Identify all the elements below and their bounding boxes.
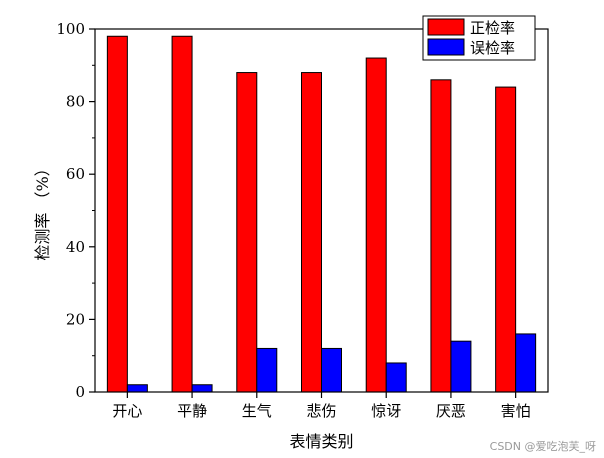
y-tick-label: 100 xyxy=(56,20,85,38)
y-tick-label: 20 xyxy=(66,310,85,328)
y-tick-label: 60 xyxy=(66,165,85,183)
legend-swatch-series1 xyxy=(427,18,465,36)
bar-series2-6 xyxy=(515,333,537,393)
y-tick-label: 80 xyxy=(66,93,85,111)
x-tick-label: 害怕 xyxy=(501,402,531,420)
x-tick-label: 惊讶 xyxy=(371,402,401,420)
bar-series1-4 xyxy=(365,57,387,393)
x-tick-label: 平静 xyxy=(177,402,207,420)
bar-series1-1 xyxy=(171,35,193,393)
x-tick-label: 悲伤 xyxy=(306,402,336,420)
x-axis-title: 表情类别 xyxy=(289,432,353,451)
bar-series1-5 xyxy=(430,79,452,393)
bar-series2-0 xyxy=(126,384,148,393)
bar-series1-2 xyxy=(236,72,258,393)
bar-series2-3 xyxy=(321,347,342,393)
watermark: CSDN @爱吃泡芙_呀 xyxy=(489,440,596,453)
y-tick-label: 40 xyxy=(66,238,85,256)
bars-layer xyxy=(106,35,537,393)
legend-label-series2: 误检率 xyxy=(470,39,515,57)
bar-series2-1 xyxy=(191,384,213,393)
bar-series1-3 xyxy=(301,72,322,393)
x-tick-label: 开心 xyxy=(112,402,142,420)
bar-series2-4 xyxy=(385,362,407,393)
x-tick-label: 生气 xyxy=(242,402,272,420)
y-tick-label: 0 xyxy=(75,383,85,401)
bar-series2-2 xyxy=(256,347,278,393)
legend-label-series1: 正检率 xyxy=(470,19,515,37)
y-axis-title: 检测率 （%） xyxy=(33,160,52,260)
axes-layer: 0 20 40 60 80 100 开心 平静 生气 悲伤 惊讶 厌恶 害怕 xyxy=(56,20,549,420)
legend-swatch-series2 xyxy=(427,38,465,56)
bar-series1-0 xyxy=(106,35,128,393)
bar-series1-6 xyxy=(495,86,517,393)
x-tick-label: 厌恶 xyxy=(436,402,466,420)
bar-series2-5 xyxy=(450,340,472,393)
